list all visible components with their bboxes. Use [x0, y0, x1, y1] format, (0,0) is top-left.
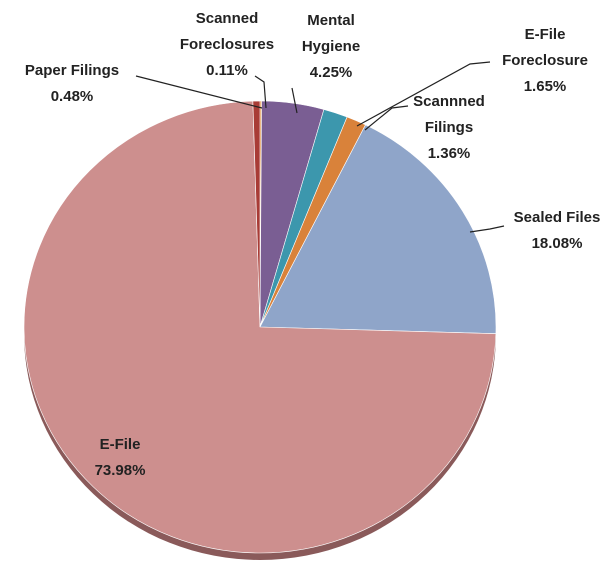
value-label: 0.11% — [206, 62, 248, 79]
value-label: 0.48% — [50, 88, 94, 105]
category-label: Scannned Filings — [413, 93, 485, 136]
category-label: E-File Foreclosure — [502, 26, 588, 69]
slice-label: E-File 73.98% — [80, 432, 160, 484]
pie-slice — [252, 100, 261, 328]
category-label: Paper Filings — [24, 62, 120, 79]
slices — [23, 100, 497, 554]
value-label: 4.25% — [309, 64, 353, 81]
slice-label: Scannned Filings 1.36% — [407, 89, 491, 167]
leader-line — [356, 61, 491, 127]
slice-label: Paper Filings 0.48% — [7, 58, 137, 110]
slice-label: Scanned Foreclosures 0.11% — [172, 6, 282, 84]
slice-label: E-File Foreclosure 1.65% — [493, 22, 597, 100]
leader-line — [254, 75, 267, 109]
value-label: 18.08% — [531, 235, 583, 252]
pie-slice — [259, 124, 497, 335]
leader-line — [469, 225, 505, 233]
value-label: 1.36% — [427, 145, 471, 162]
category-label: Mental Hygiene — [301, 12, 361, 55]
category-label: Scanned Foreclosures — [179, 10, 275, 53]
slice-label: Mental Hygiene 4.25% — [295, 8, 367, 86]
category-label: E-File — [99, 436, 141, 453]
leader-line — [135, 75, 263, 109]
category-label: Sealed Files — [513, 209, 601, 226]
leader-line — [291, 87, 298, 114]
leader-line — [364, 105, 409, 131]
slice-label: Sealed Files 18.08% — [497, 205, 614, 257]
value-label: 73.98% — [94, 462, 146, 479]
value-label: 1.65% — [523, 78, 567, 95]
pie-slice — [23, 100, 497, 554]
